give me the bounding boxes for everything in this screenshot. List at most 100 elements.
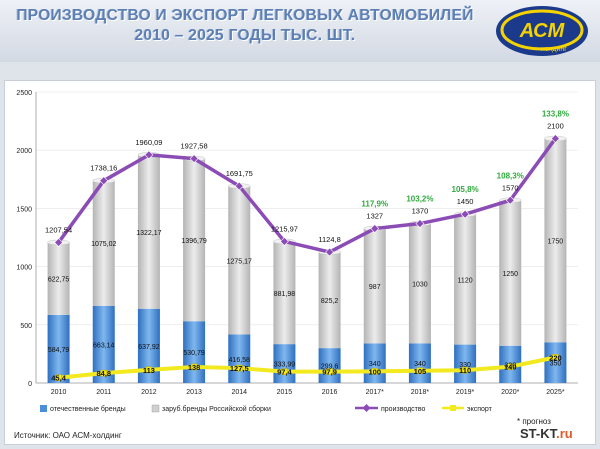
label-production: 1738,16 <box>90 164 117 173</box>
export-point <box>190 363 198 371</box>
label-export: 220 <box>549 353 562 362</box>
label-export: 45,4 <box>51 374 66 383</box>
bar-foreign <box>408 223 431 344</box>
y-tick-label: 1000 <box>16 265 32 272</box>
y-tick-label: 0 <box>28 381 32 388</box>
export-point <box>552 354 559 361</box>
label-domestic: 637,92 <box>138 344 160 351</box>
label-foreign: 881,98 <box>274 291 296 298</box>
x-tick-label: 2018* <box>411 389 430 396</box>
production-point <box>144 150 154 160</box>
label-export: 127,5 <box>230 364 249 373</box>
label-production: 1960,09 <box>135 138 162 147</box>
bar-domestic <box>544 342 567 383</box>
x-tick-label: 2011 <box>96 389 111 396</box>
legend-label-production: производство <box>381 406 426 413</box>
production-point <box>325 247 335 257</box>
label-domestic: 350 <box>550 361 562 368</box>
logo-subtext: холдинг <box>541 46 567 53</box>
production-point <box>234 181 244 191</box>
label-foreign: 1120 <box>458 277 473 284</box>
bar-domestic <box>92 305 115 383</box>
forecast-note: * прогноз <box>517 417 551 426</box>
legend: отечественные бренды заруб.бренды Российс… <box>40 404 493 413</box>
legend-marker-production <box>362 404 371 412</box>
label-foreign: 1322,17 <box>136 230 161 237</box>
label-domestic: 320 <box>504 362 516 369</box>
y-tick-label: 2000 <box>16 148 32 155</box>
bar-foreign <box>499 200 522 346</box>
legend-swatch-foreign <box>151 404 160 413</box>
bar-foreign <box>544 138 567 343</box>
label-production: 1327 <box>366 212 383 221</box>
labels: 2010 584,79 622,75 2011 663,14 1075,02 2012 637… <box>45 110 569 396</box>
header: ПРОИЗВОДСТВО И ЭКСПОРТ ЛЕГКОВЫХ АВТОМОБИ… <box>0 0 600 62</box>
export-point <box>145 366 153 374</box>
watermark-suffix: .ru <box>556 426 573 441</box>
label-export: 97,9 <box>322 368 337 377</box>
growth-annotation: 117,9% <box>361 200 388 209</box>
x-tick-label: 2019* <box>456 389 475 396</box>
logo-text: АСМ <box>519 20 566 42</box>
watermark: ST-KT.ru <box>520 426 573 441</box>
export-line <box>58 355 556 380</box>
x-tick-label: 2016 <box>322 389 338 396</box>
label-foreign: 1075,02 <box>91 241 116 248</box>
x-tick-label: 2013 <box>186 389 202 396</box>
title-line-1: ПРОИЗВОДСТВО И ЭКСПОРТ ЛЕГКОВЫХ АВТОМОБИ… <box>16 7 474 24</box>
bars <box>47 135 567 383</box>
label-foreign: 1250 <box>502 271 518 278</box>
label-export: 84,8 <box>96 369 111 378</box>
production-point <box>279 237 289 246</box>
label-production: 1450 <box>457 197 474 206</box>
label-domestic: 333,99 <box>274 362 296 369</box>
label-foreign: 622,75 <box>48 277 70 284</box>
y-tick-label: 1500 <box>16 206 32 213</box>
x-tick-label: 2012 <box>141 389 157 396</box>
production-point <box>415 219 425 228</box>
bar-domestic <box>47 314 70 383</box>
bar-domestic <box>137 308 160 383</box>
export-point <box>236 364 243 372</box>
label-production: 1570 <box>502 183 519 192</box>
legend-marker-export <box>450 405 456 411</box>
y-tick-label: 500 <box>20 323 32 330</box>
bar-foreign <box>47 242 70 315</box>
production-point <box>54 238 64 247</box>
bar-foreign <box>228 186 251 335</box>
bar-domestic <box>408 343 431 383</box>
growth-annotation: 108,3% <box>497 171 524 180</box>
bar-domestic <box>454 344 477 383</box>
bar-domestic <box>228 334 251 383</box>
label-export: 105 <box>414 367 427 376</box>
production-point <box>505 195 515 205</box>
label-domestic: 340 <box>369 361 381 368</box>
x-tick-label: 2010 <box>51 389 67 396</box>
production-line <box>57 137 557 254</box>
export-point <box>371 368 378 375</box>
growth-annotation: 103,2% <box>406 195 433 204</box>
label-production: 1215,97 <box>271 224 298 233</box>
label-domestic: 584,79 <box>48 347 70 354</box>
production-point <box>460 209 470 219</box>
bar-foreign <box>92 180 115 306</box>
growth-annotation: 105,8% <box>452 185 479 194</box>
grid: 0 500 1000 1500 2000 2500 <box>16 90 578 388</box>
label-export: 138 <box>188 363 201 372</box>
bar-foreign <box>363 228 386 344</box>
production-point <box>99 176 109 186</box>
growth-annotation: 133,8% <box>542 110 569 119</box>
production-point <box>370 224 380 233</box>
label-foreign: 1275,17 <box>227 258 252 265</box>
asm-logo: АСМ холдинг <box>496 6 588 56</box>
bar-domestic <box>318 348 341 383</box>
label-export: 113 <box>143 366 155 375</box>
legend-label-domestic: отечественные бренды <box>50 405 126 413</box>
legend-swatch-domestic <box>40 405 47 412</box>
label-domestic: 340 <box>414 361 426 368</box>
label-export: 110 <box>459 366 471 375</box>
lines <box>54 134 560 381</box>
watermark-main: ST-KT <box>520 426 557 441</box>
label-production: 1124,8 <box>318 235 340 244</box>
label-foreign: 1750 <box>548 238 564 245</box>
